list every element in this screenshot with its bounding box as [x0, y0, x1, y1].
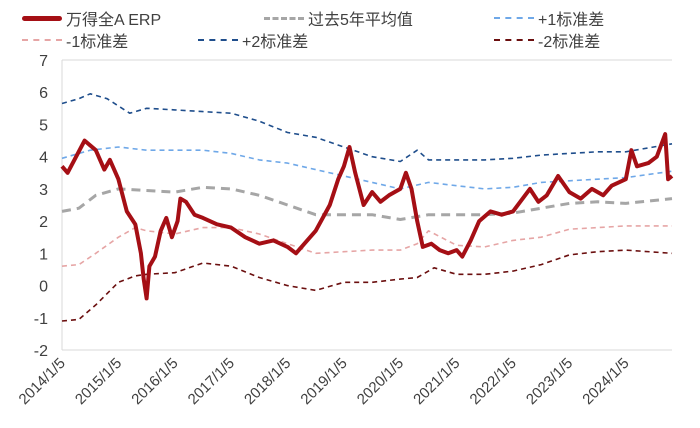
legend-item-plus1sd: +1标准差: [494, 6, 604, 30]
y-tick-label: -2: [34, 343, 48, 360]
legend-swatch: [494, 17, 534, 19]
x-tick-label: 2023/1/5: [523, 355, 576, 408]
legend-label: +2标准差: [242, 34, 309, 51]
x-tick-label: 2016/1/5: [128, 355, 181, 408]
x-tick-label: 2017/1/5: [185, 355, 238, 408]
y-tick-label: 7: [39, 53, 48, 70]
y-tick-label: -1: [34, 311, 48, 328]
legend-item-erp: 万得全A ERP: [22, 6, 161, 30]
y-tick-label: 5: [39, 117, 48, 134]
legend-item-plus2sd: +2标准差: [198, 28, 308, 52]
x-tick-label: 2018/1/5: [241, 355, 294, 408]
legend-swatch: [264, 16, 304, 20]
legend-swatch: [22, 15, 62, 21]
series-line-5: [61, 249, 673, 322]
y-tick-label: 6: [39, 85, 48, 102]
series-line-1: [61, 185, 673, 221]
legend-label: -2标准差: [538, 34, 601, 51]
legend-swatch: [494, 39, 534, 41]
legend-swatch: [198, 39, 238, 41]
x-tick-label: 2019/1/5: [297, 355, 350, 408]
legend-item-minus1sd: -1标准差: [22, 28, 128, 52]
x-tick-label: 2014/1/5: [16, 355, 69, 408]
y-tick-label: 2: [39, 214, 48, 231]
y-tick-label: 3: [39, 182, 48, 199]
legend-swatch: [22, 39, 62, 41]
x-tick-label: 2015/1/5: [72, 355, 125, 408]
series-line-0: [60, 132, 674, 301]
legend-label: 万得全A ERP: [66, 12, 162, 29]
y-tick-label: 1: [39, 246, 48, 263]
legend-label: -1标准差: [66, 34, 129, 51]
x-tick-label: 2021/1/5: [410, 355, 463, 408]
legend-label: +1标准差: [538, 12, 605, 29]
x-tick-label: 2022/1/5: [467, 355, 520, 408]
legend-item-5yr-mean: 过去5年平均值: [264, 6, 413, 30]
legend-label: 过去5年平均值: [308, 12, 413, 29]
x-tick-label: 2024/1/5: [579, 355, 632, 408]
y-tick-label: 4: [39, 150, 48, 167]
legend-item-minus2sd: -2标准差: [494, 28, 600, 52]
x-tick-label: 2020/1/5: [354, 355, 407, 408]
series-line-4: [61, 93, 673, 163]
y-tick-label: 0: [39, 279, 48, 296]
